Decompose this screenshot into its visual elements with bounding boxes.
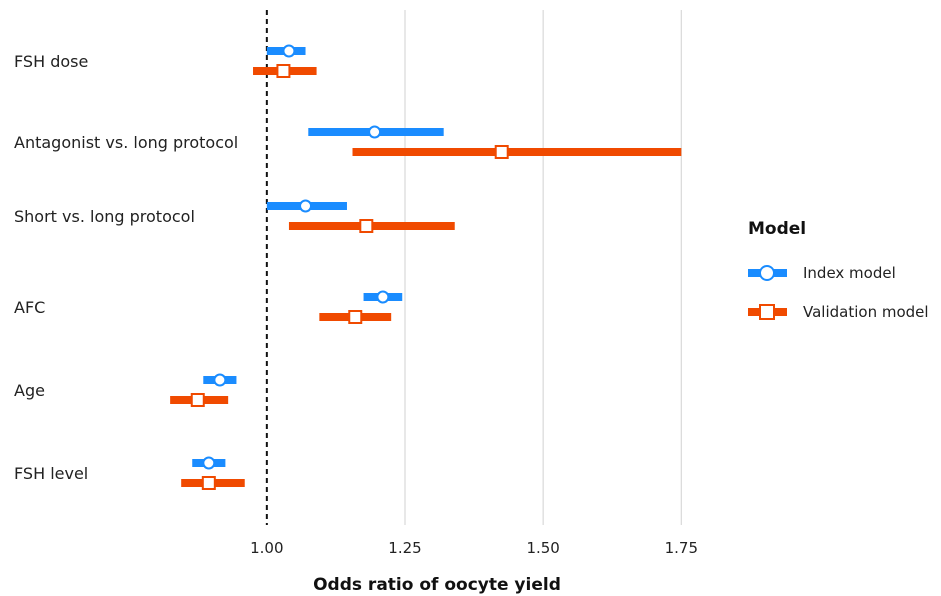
legend-item: Index model [748, 264, 896, 282]
category-label: Antagonist vs. long protocol [14, 133, 238, 152]
estimate-point [376, 290, 390, 304]
legend-label: Index model [803, 264, 896, 282]
category-label: Age [14, 381, 45, 400]
estimate-point [282, 44, 296, 58]
legend-key-marker [759, 304, 775, 320]
estimate-point [276, 64, 291, 78]
category-label: FSH level [14, 464, 88, 483]
legend-item: Validation model [748, 303, 929, 321]
estimate-marks [170, 44, 682, 490]
estimate-point [202, 456, 216, 470]
x-tick-label: 1.25 [388, 539, 421, 557]
x-axis-title: Odds ratio of oocyte yield [313, 575, 561, 595]
series-validation-model [170, 64, 682, 490]
category-labels: FSH dose Antagonist vs. long protocol Shor… [14, 52, 238, 483]
gridlines [404, 10, 682, 525]
category-label: FSH dose [14, 52, 88, 71]
legend-key-marker [759, 265, 775, 281]
x-tick-label: 1.75 [665, 539, 698, 557]
legend-label: Validation model [803, 303, 929, 321]
legend: Model Index model Validation model [748, 219, 929, 321]
estimate-point [348, 310, 363, 324]
estimate-point [359, 219, 374, 233]
category-label: AFC [14, 298, 45, 317]
category-label: Short vs. long protocol [14, 207, 195, 226]
legend-title: Model [748, 219, 806, 239]
x-tick-label: 1.00 [250, 539, 283, 557]
estimate-point [494, 145, 509, 159]
x-tick-label: 1.50 [526, 539, 559, 557]
estimate-point [368, 125, 382, 139]
estimate-point [213, 373, 227, 387]
estimate-point [299, 199, 313, 213]
estimate-point [201, 476, 216, 490]
estimate-point [190, 393, 205, 407]
series-index-model [192, 44, 444, 470]
x-tick-labels: 1.00 1.25 1.50 1.75 [250, 539, 698, 557]
